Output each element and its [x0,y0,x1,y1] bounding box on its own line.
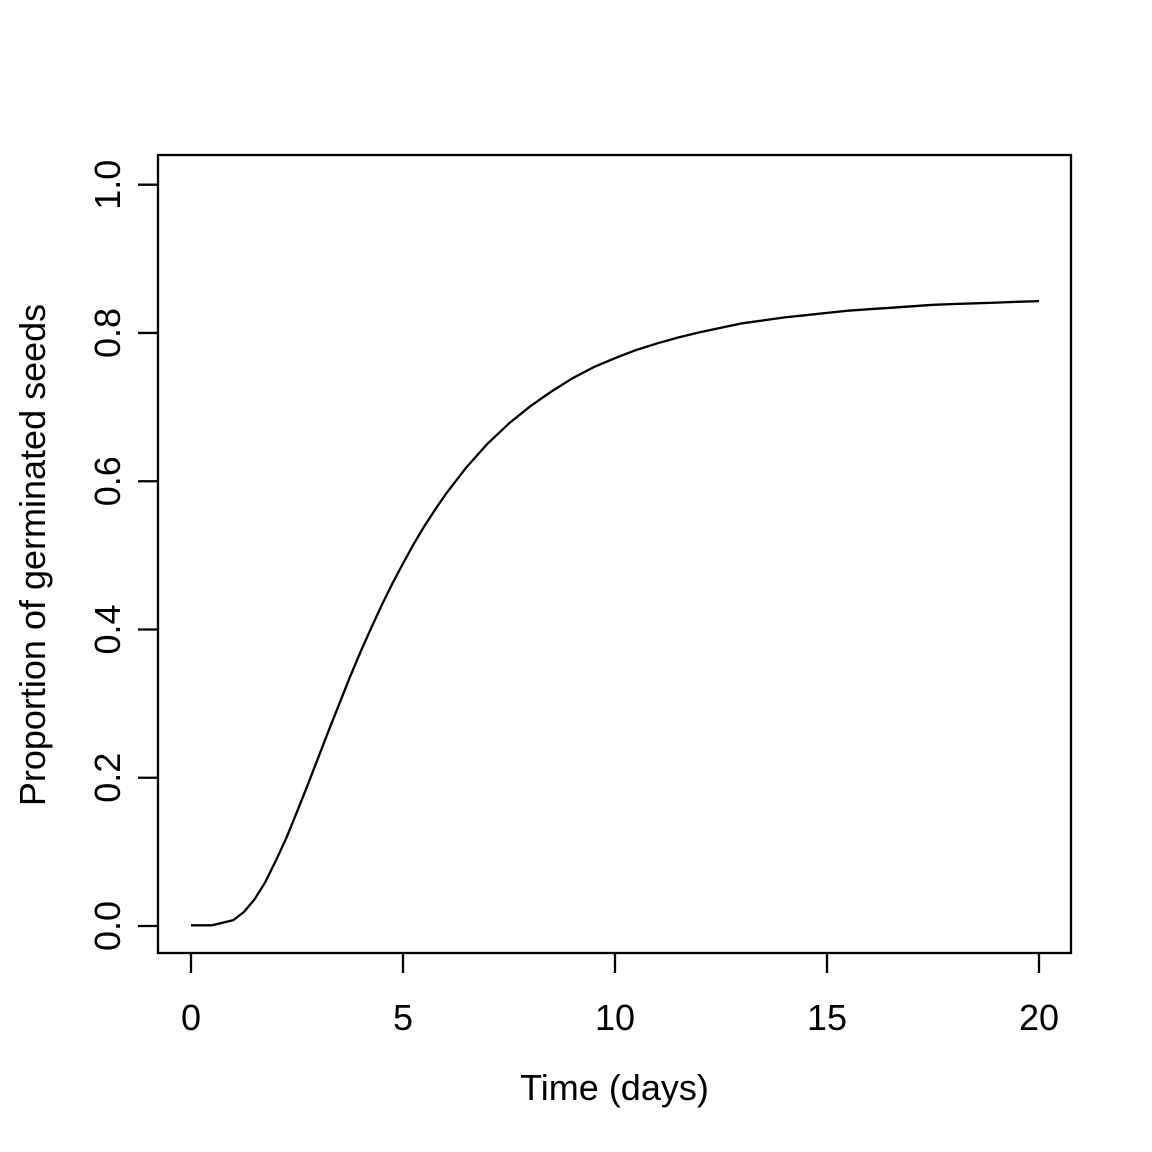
y-tick-label: 1.0 [87,160,128,210]
y-tick-label: 0.2 [87,753,128,803]
germination-curve [191,299,1040,927]
x-axis: 0 5 10 15 20 [181,953,1059,1038]
x-tick-label: 10 [595,997,635,1038]
x-tick-label: 0 [181,997,201,1038]
x-tick-label: 15 [807,997,847,1038]
x-tick-label: 20 [1019,997,1059,1038]
x-tick-label: 5 [393,997,413,1038]
plot-border [156,153,1073,955]
x-axis-title: Time (days) [520,1067,709,1108]
y-tick-label: 0.8 [87,308,128,358]
y-axis: 0.0 0.2 0.4 0.6 0.8 1.0 [87,160,158,951]
y-tick-label: 0.4 [87,604,128,654]
y-tick-label: 0.6 [87,456,128,506]
y-tick-label: 0.0 [87,901,128,951]
y-axis-title: Proportion of germinated seeds [12,304,53,806]
